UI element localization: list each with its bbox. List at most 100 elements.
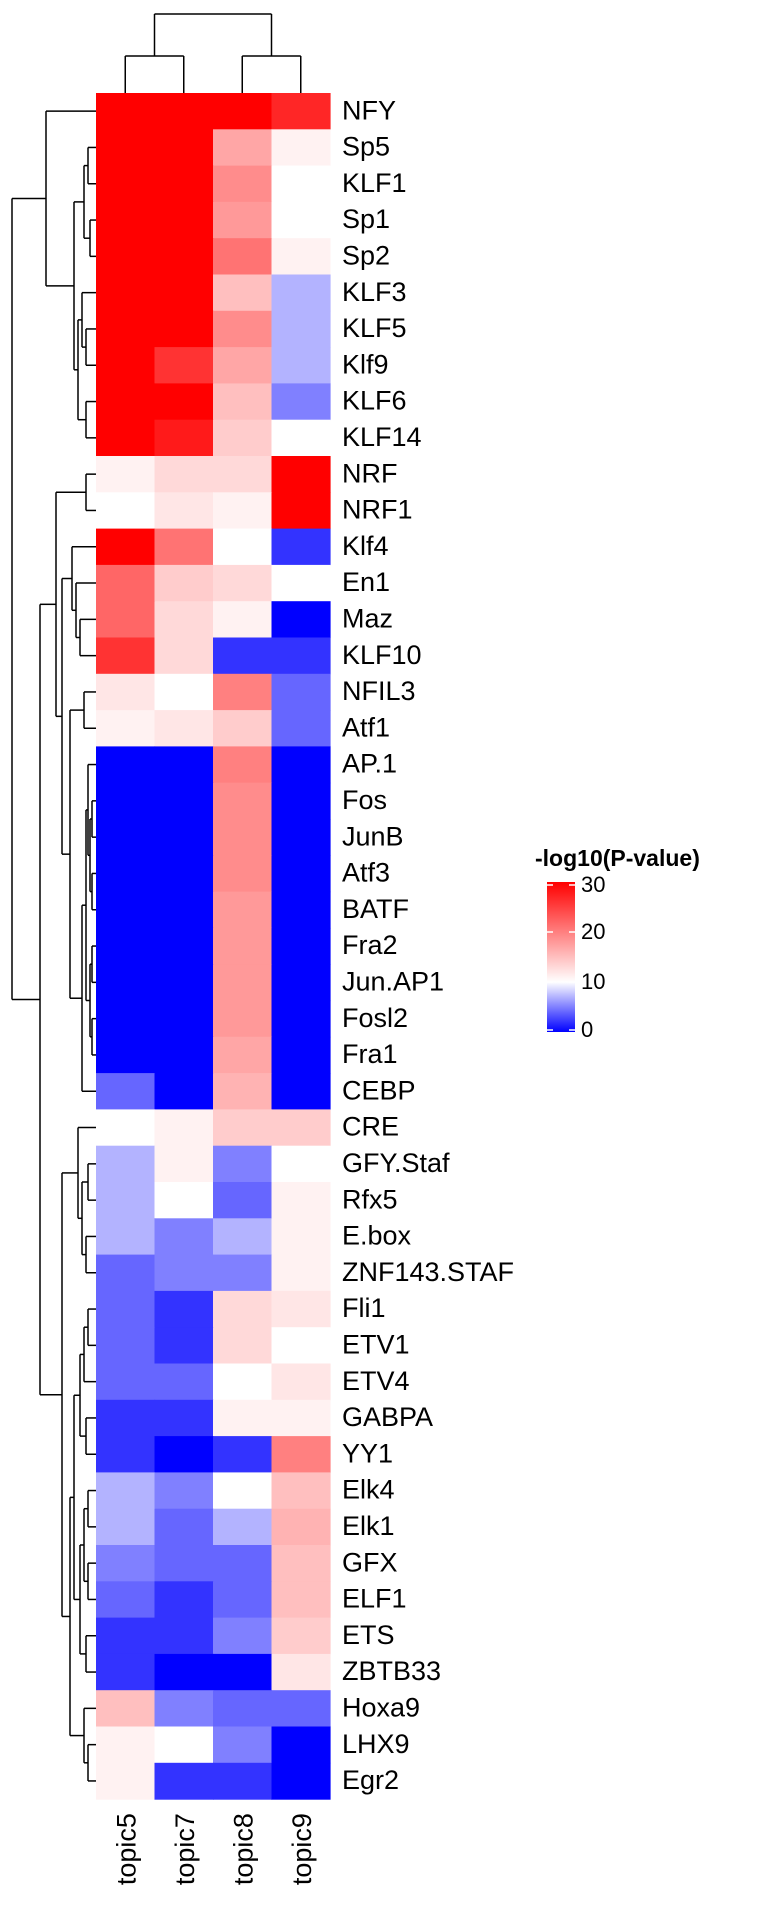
heatmap-cell — [154, 746, 214, 784]
heatmap-cell — [213, 1254, 273, 1292]
heatmap-cell — [154, 1399, 214, 1437]
heatmap-cell — [213, 601, 273, 639]
heatmap-cell — [213, 1726, 273, 1764]
heatmap-cell — [96, 1036, 156, 1074]
row-label: ETV4 — [342, 1366, 410, 1396]
heatmap-cell — [96, 528, 156, 566]
heatmap-cell — [213, 1690, 273, 1728]
heatmap-cell — [96, 1109, 156, 1147]
heatmap-cell — [154, 1762, 214, 1800]
row-dendrogram — [11, 110, 96, 1782]
row-label: Fos — [342, 785, 387, 815]
row-label: Klf4 — [342, 531, 389, 561]
legend-ticks: 30 20 10 0 — [547, 872, 605, 1042]
heatmap-cell — [271, 238, 331, 276]
legend-tick-label: 0 — [581, 1017, 593, 1042]
legend-title: -log10(P-value) — [535, 845, 700, 871]
legend-tick-label: 10 — [581, 969, 605, 994]
heatmap-cell — [96, 1145, 156, 1183]
heatmap-cell — [154, 274, 214, 312]
row-label: Jun.AP1 — [342, 966, 444, 996]
heatmap-cell — [271, 673, 331, 711]
heatmap-cell — [96, 1399, 156, 1437]
heatmap-cell — [96, 1436, 156, 1473]
legend-tick-label: 20 — [581, 919, 605, 944]
heatmap-cell — [154, 782, 214, 820]
heatmap-cell — [154, 201, 214, 239]
heatmap-cell — [271, 1145, 331, 1183]
heatmap-cell — [96, 964, 156, 1002]
heatmap-cell — [154, 310, 214, 348]
heatmap-cell — [96, 456, 156, 493]
heatmap-cell — [213, 528, 273, 566]
heatmap-cell — [154, 1617, 214, 1655]
heatmap-cell — [96, 1581, 156, 1619]
heatmap-cell — [154, 673, 214, 711]
heatmap-cell — [213, 1617, 273, 1655]
heatmap-cell — [213, 1653, 273, 1691]
row-label: KLF5 — [342, 313, 407, 343]
column-label: topic7 — [170, 1813, 200, 1885]
heatmap-cell — [96, 1508, 156, 1546]
row-label: Fosl2 — [342, 1003, 408, 1033]
heatmap-cell — [271, 964, 331, 1002]
row-label: Sp1 — [342, 204, 390, 234]
column-dendrogram — [124, 13, 302, 93]
heatmap-cell — [271, 1182, 331, 1219]
row-label: GFX — [342, 1547, 398, 1577]
heatmap-cell — [271, 1508, 331, 1546]
heatmap-cell — [271, 746, 331, 784]
heatmap-cell — [271, 1545, 331, 1582]
heatmap-cell — [96, 1218, 156, 1256]
heatmap-cells — [96, 93, 331, 1800]
heatmap-cell — [213, 1762, 273, 1800]
heatmap-cell — [96, 1254, 156, 1292]
heatmap-cell — [213, 855, 273, 893]
heatmap-cell — [271, 419, 331, 457]
heatmap-cell — [213, 1145, 273, 1183]
legend-tick-label: 30 — [581, 872, 605, 897]
heatmap-cell — [96, 1327, 156, 1365]
heatmap-cell — [213, 1073, 273, 1110]
heatmap-cell — [271, 310, 331, 348]
row-label: Egr2 — [342, 1765, 399, 1795]
heatmap-cell — [96, 419, 156, 457]
heatmap-cell — [213, 1545, 273, 1582]
heatmap-cell — [271, 1290, 331, 1328]
heatmap-cell — [154, 1363, 214, 1401]
row-label: E.box — [342, 1221, 412, 1251]
heatmap-cell — [154, 855, 214, 893]
heatmap-cell — [271, 528, 331, 566]
heatmap-cell — [96, 1182, 156, 1219]
heatmap-cell — [271, 1109, 331, 1147]
row-label: Maz — [342, 603, 393, 633]
heatmap-cell — [96, 710, 156, 747]
heatmap-cell — [154, 601, 214, 639]
heatmap-cell — [96, 1000, 156, 1038]
heatmap-cell — [271, 1399, 331, 1437]
heatmap-cell — [213, 310, 273, 348]
row-label: ZNF143.STAF — [342, 1257, 514, 1287]
row-label: Elk1 — [342, 1511, 395, 1541]
heatmap-cell — [154, 710, 214, 747]
row-label: YY1 — [342, 1438, 393, 1468]
heatmap-cell — [271, 1363, 331, 1401]
row-label: KLF10 — [342, 640, 422, 670]
row-label: GFY.Staf — [342, 1148, 450, 1178]
heatmap-cell — [271, 1000, 331, 1038]
row-label: NFY — [342, 95, 396, 125]
heatmap-cell — [154, 819, 214, 856]
heatmap-cell — [154, 383, 214, 421]
heatmap-cell — [96, 1363, 156, 1401]
row-label: Sp5 — [342, 132, 390, 162]
heatmap-cell — [154, 347, 214, 384]
heatmap-cell — [96, 1617, 156, 1655]
heatmap-cell — [271, 201, 331, 239]
heatmap-cell — [154, 528, 214, 566]
heatmap-cell — [271, 1726, 331, 1764]
heatmap-cell — [271, 1653, 331, 1691]
heatmap-cell — [271, 1436, 331, 1473]
heatmap-cell — [213, 1000, 273, 1038]
heatmap-cell — [271, 1254, 331, 1292]
